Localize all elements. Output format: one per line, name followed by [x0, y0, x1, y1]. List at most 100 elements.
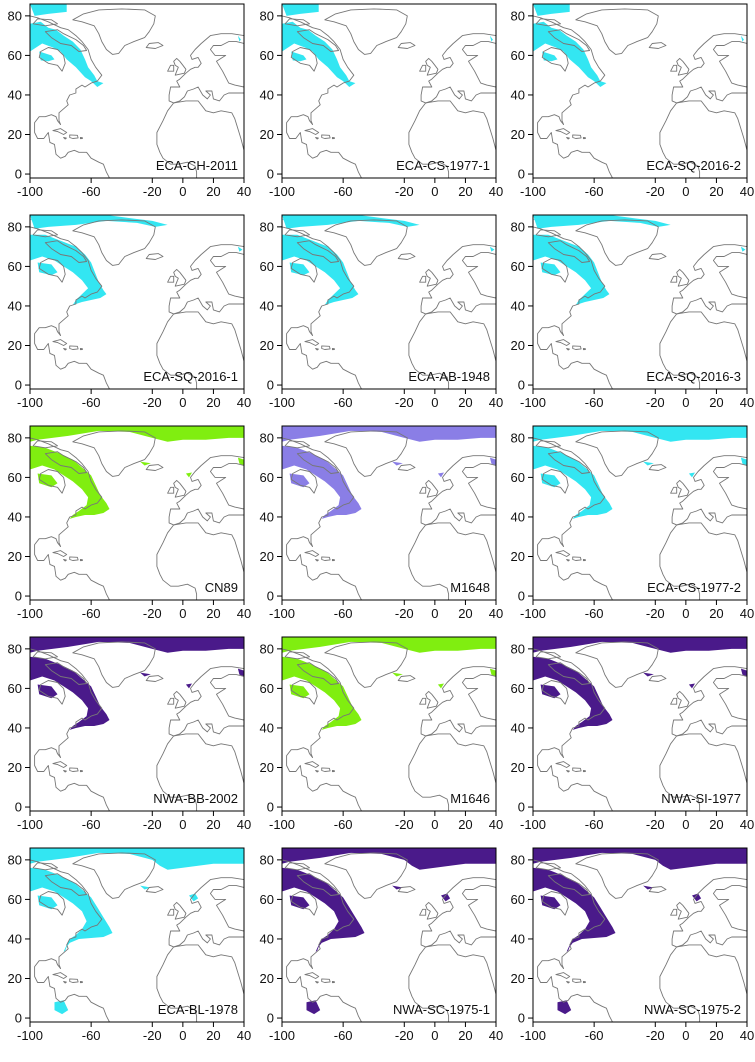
coastline	[419, 908, 427, 916]
plot-frame	[29, 425, 245, 601]
x-tick-label: 40	[740, 606, 754, 621]
habitat-area	[282, 21, 356, 87]
plot-frame	[281, 3, 497, 179]
coastline	[541, 680, 569, 705]
habitat-area	[306, 1000, 321, 1015]
y-tick-label: 20	[511, 338, 525, 353]
x-tick-label: -60	[82, 606, 101, 621]
coastline	[555, 972, 571, 979]
habitat-area	[30, 215, 168, 229]
coastline	[79, 137, 83, 140]
habitat-area	[489, 668, 496, 677]
coastline	[282, 226, 362, 389]
coastline	[670, 486, 678, 494]
habitat-area	[282, 848, 496, 870]
coastline	[566, 770, 570, 773]
coastline	[419, 486, 427, 494]
coastline	[315, 137, 319, 140]
y-tick-label: 20	[511, 127, 525, 142]
coastline	[282, 648, 362, 811]
habitat-area	[489, 35, 493, 42]
habitat-area	[30, 656, 110, 730]
panel-label: NWA-SC-1975-2	[644, 1002, 741, 1017]
coastline	[566, 981, 570, 984]
y-tick-label: 80	[511, 219, 525, 234]
habitat-area	[282, 234, 359, 305]
coastline	[321, 978, 331, 983]
y-tick-label: 60	[511, 470, 525, 485]
x-tick-label: 20	[709, 395, 723, 410]
habitat-area	[237, 246, 243, 252]
x-tick-label: 20	[458, 817, 472, 832]
habitat-area	[140, 461, 151, 466]
coastline	[671, 244, 747, 315]
habitat-area	[540, 473, 561, 488]
coastline	[38, 680, 66, 705]
habitat-area	[542, 51, 558, 62]
coastline	[167, 486, 175, 494]
x-tick-label: -100	[269, 817, 295, 832]
coastline	[52, 972, 68, 979]
coastline	[671, 666, 747, 737]
habitat-area	[740, 668, 747, 677]
coastline	[676, 268, 690, 287]
y-tick-label: 80	[8, 8, 22, 23]
y-tick-label: 0	[15, 1011, 22, 1026]
habitat-area	[37, 895, 58, 910]
habitat-area	[30, 637, 244, 653]
x-tick-label: -60	[585, 606, 604, 621]
coastline	[419, 697, 427, 705]
coastline	[79, 770, 83, 773]
x-tick-label: -60	[82, 395, 101, 410]
y-tick-label: 0	[518, 167, 525, 182]
x-tick-label: -100	[17, 606, 43, 621]
habitat-area	[237, 457, 244, 466]
habitat-area	[289, 684, 310, 699]
y-tick-label: 60	[8, 892, 22, 907]
x-tick-label: -100	[520, 184, 546, 199]
y-tick-label: 0	[15, 800, 22, 815]
x-tick-label: 40	[489, 395, 503, 410]
coastline	[535, 229, 561, 238]
y-tick-label: 20	[511, 549, 525, 564]
x-tick-label: -100	[520, 1028, 546, 1043]
habitat-area	[30, 426, 244, 442]
coastline	[290, 258, 318, 283]
y-tick-label: 0	[267, 589, 274, 604]
panel-label: NWA-SC-1975-1	[393, 1002, 490, 1017]
panel-label: NWA-SI-1977	[661, 791, 741, 806]
y-tick-label: 20	[8, 971, 22, 986]
coastline	[304, 339, 320, 346]
x-tick-label: -100	[17, 395, 43, 410]
x-tick-label: -60	[585, 184, 604, 199]
habitat-area	[185, 472, 192, 478]
coastline	[284, 651, 310, 660]
y-tick-label: 60	[511, 48, 525, 63]
y-tick-label: 20	[8, 338, 22, 353]
coastline	[168, 877, 244, 948]
coastline	[145, 464, 164, 471]
x-tick-label: -20	[646, 184, 665, 199]
coastline	[659, 311, 747, 389]
habitat-area	[30, 234, 107, 305]
map-panel: -100 -60 -20 0 20 40 0 20 40 60 80 NWA-SI-1977	[511, 636, 755, 849]
habitat-area	[692, 893, 702, 902]
coastline	[670, 908, 678, 916]
habitat-area	[688, 683, 695, 689]
coastline	[290, 47, 318, 72]
habitat-area	[237, 668, 244, 677]
x-tick-label: 40	[740, 395, 754, 410]
x-tick-label: 40	[237, 395, 251, 410]
y-tick-label: 0	[267, 378, 274, 393]
panel-label: ECA-SQ-2016-2	[646, 158, 741, 173]
y-tick-label: 0	[15, 589, 22, 604]
coastline	[535, 862, 561, 871]
coastline	[63, 981, 67, 984]
map-svg: -100 -60 -20 0 20 40 0 20 40 60 80 CN89	[8, 425, 251, 621]
coastline	[156, 100, 244, 178]
coastline	[547, 662, 591, 685]
coastline	[670, 697, 678, 705]
habitat-area	[39, 51, 55, 62]
habitat-area	[282, 867, 365, 952]
